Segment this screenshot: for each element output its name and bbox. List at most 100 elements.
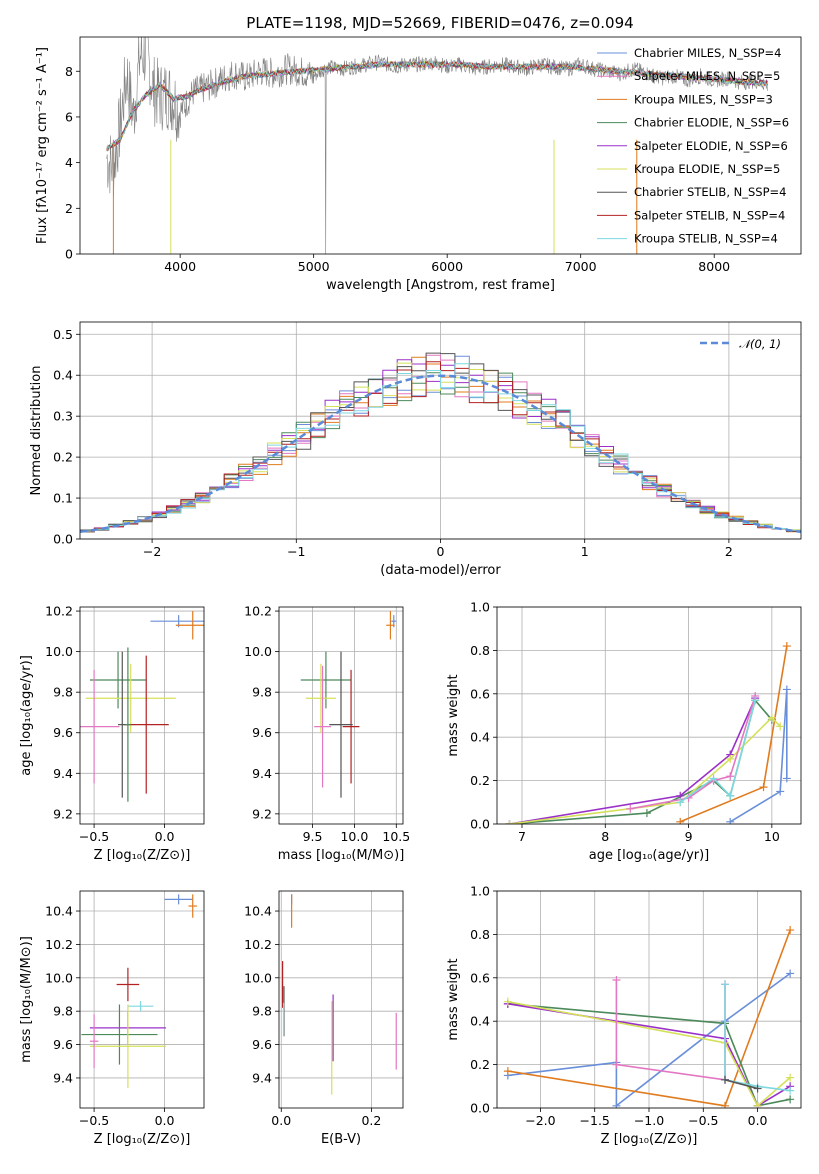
panel-age-vs-Z: −0.5 0.0 9.2 9.4 9.6 9.8 10.0 10.2 Z [log₁₀(Z/Z⊙… — [19, 604, 205, 863]
x-tick-label: 10.5 — [382, 829, 410, 844]
plot-area — [505, 642, 791, 824]
weight-marker — [612, 1101, 621, 1108]
x-tick-label: 5000 — [298, 259, 330, 274]
weight-marker — [612, 975, 621, 984]
legend-label: 𝒩(0, 1) — [739, 337, 781, 351]
errorbar-kroupa-elodie — [305, 663, 336, 733]
legend-label: Salpeter STELIB, N_SSP=4 — [634, 208, 785, 222]
x-axis-label: mass [log₁₀(M/M⊙)] — [278, 848, 405, 863]
x-tick-label: 0.0 — [748, 1113, 768, 1128]
weight-marker — [503, 997, 512, 1006]
errorbar-salpeter-miles — [89, 1014, 99, 1068]
weight-series-chabrier-stelib — [721, 1075, 762, 1093]
y-tick-label: 9.6 — [53, 725, 73, 740]
y-tick-label: 0.8 — [470, 643, 490, 658]
legend-label: Chabrier STELIB, N_SSP=4 — [634, 185, 786, 199]
x-tick-label: 0 — [437, 544, 445, 559]
panel-age-vs-mass: 9.5 10.0 10.5 9.2 9.4 9.6 9.8 10.0 10.2 mass [log… — [244, 604, 410, 863]
legend-label: Kroupa STELIB, N_SSP=4 — [634, 232, 778, 246]
panel-mass-vs-EBV: 0.0 0.2 9.4 9.6 9.8 10.0 10.2 10.4 E(B-V) — [244, 890, 404, 1147]
weight-marker — [626, 804, 635, 813]
errorbar-kroupa-miles — [175, 611, 204, 640]
x-tick-label: 10 — [764, 829, 780, 844]
y-tick-label: 9.8 — [252, 1004, 272, 1019]
panel-spectrum: 4000 5000 6000 7000 8000 0 2 4 6 8 wavelength [Ang… — [35, 36, 802, 293]
y-tick-label: 0.6 — [470, 970, 490, 985]
weight-marker — [721, 1075, 729, 1084]
weight-series-kroupa-miles — [503, 926, 795, 1108]
y-tick-label: 0.5 — [53, 327, 73, 342]
x-tick-label: −0.5 — [688, 1113, 718, 1128]
x-tick-label: −1.5 — [580, 1113, 610, 1128]
panel-weight-vs-age: 7 8 9 10 0.0 0.2 0.4 0.6 0.8 1.0 age [log₁₀(age/yr… — [446, 600, 802, 863]
x-tick-label: −2 — [143, 544, 161, 559]
weight-marker — [751, 696, 760, 705]
errorbar-chabrier-elodie — [300, 651, 352, 709]
y-tick-label: 0.4 — [470, 730, 490, 745]
errorbar-chabrier-elodie — [89, 651, 147, 709]
errorbar-salpeter-miles — [80, 669, 120, 784]
weight-marker — [786, 1086, 795, 1095]
x-tick-label: 8000 — [698, 259, 730, 274]
residual-histogram — [80, 352, 801, 532]
x-axis-label: age [log₁₀(age/yr)] — [589, 848, 710, 863]
y-tick-label: 10.0 — [244, 970, 272, 985]
weight-line — [509, 697, 756, 824]
errorbar-salpeter-stelib — [123, 655, 169, 794]
y-axis-label: mass weight — [446, 958, 461, 1040]
plot-area — [81, 894, 197, 1088]
weight-marker — [676, 798, 685, 807]
weight-series-kroupa-stelib — [676, 696, 760, 807]
weight-marker — [721, 1101, 729, 1108]
errorbar-chabrier-elodie — [125, 647, 131, 802]
x-tick-label: 1 — [581, 544, 589, 559]
y-tick-label: 10.4 — [244, 904, 272, 919]
residual-histogram — [80, 363, 801, 532]
weight-marker — [709, 774, 718, 783]
weight-marker — [721, 980, 729, 989]
weight-marker — [786, 969, 795, 978]
axes-frame — [79, 606, 205, 825]
x-axis-label: Z [log₁₀(Z/Z⊙)] — [94, 1132, 191, 1147]
legend-label: Salpeter ELODIE, N_SSP=6 — [634, 139, 788, 153]
weight-marker — [759, 783, 768, 792]
weight-line — [724, 1079, 758, 1090]
residual-legend: 𝒩(0, 1) — [700, 337, 781, 351]
legend-label: Chabrier ELODIE, N_SSP=6 — [634, 116, 789, 130]
weight-marker — [753, 1101, 762, 1108]
x-tick-label: 0.0 — [155, 829, 175, 844]
legend-label: Salpeter MILES, N_SSP=5 — [634, 69, 780, 83]
y-tick-label: 9.8 — [53, 685, 73, 700]
y-tick-label: 2 — [65, 201, 73, 216]
plot-area — [80, 611, 204, 802]
panel-residuals: −2 −1 0 1 2 0.0 0.1 0.2 0.3 0.4 0.5 (data-model)/er… — [29, 321, 802, 578]
errorbar-kroupa-miles — [188, 894, 197, 918]
x-tick-label: 7000 — [565, 259, 597, 274]
weight-marker — [726, 772, 735, 781]
panel-weight-vs-Z: −2.0 −1.5 −1.0 −0.5 0.0 0.0 0.2 0.4 0.6 0.8 1.0 Z [… — [446, 884, 802, 1147]
y-tick-label: 10.0 — [244, 644, 272, 659]
y-tick-label: 6 — [65, 109, 73, 124]
x-tick-label: −1.0 — [634, 1113, 664, 1128]
y-tick-label: 0.2 — [470, 1057, 490, 1072]
y-tick-label: 10.2 — [244, 604, 272, 619]
weight-marker — [726, 791, 735, 800]
y-tick-label: 9.8 — [252, 685, 272, 700]
weight-marker — [503, 1067, 512, 1076]
x-tick-label: 8 — [601, 829, 609, 844]
errorbar-chabrier-stelib — [329, 651, 353, 798]
weight-marker — [786, 926, 795, 935]
y-tick-label: 10.2 — [244, 937, 272, 952]
axes-frame — [79, 36, 802, 255]
y-tick-label: 0.4 — [470, 1014, 490, 1029]
y-tick-label: 9.4 — [53, 1070, 73, 1085]
plot-area — [282, 894, 397, 1095]
x-tick-label: 4000 — [164, 259, 196, 274]
figure-title: PLATE=1198, MJD=52669, FIBERID=0476, z=0… — [246, 14, 633, 32]
gridlines — [279, 891, 403, 1108]
y-axis-label: age [log₁₀(age/yr)] — [19, 655, 34, 776]
y-tick-label: 9.6 — [252, 1037, 272, 1052]
axes-frame — [278, 890, 404, 1109]
y-tick-label: 0.8 — [470, 927, 490, 942]
